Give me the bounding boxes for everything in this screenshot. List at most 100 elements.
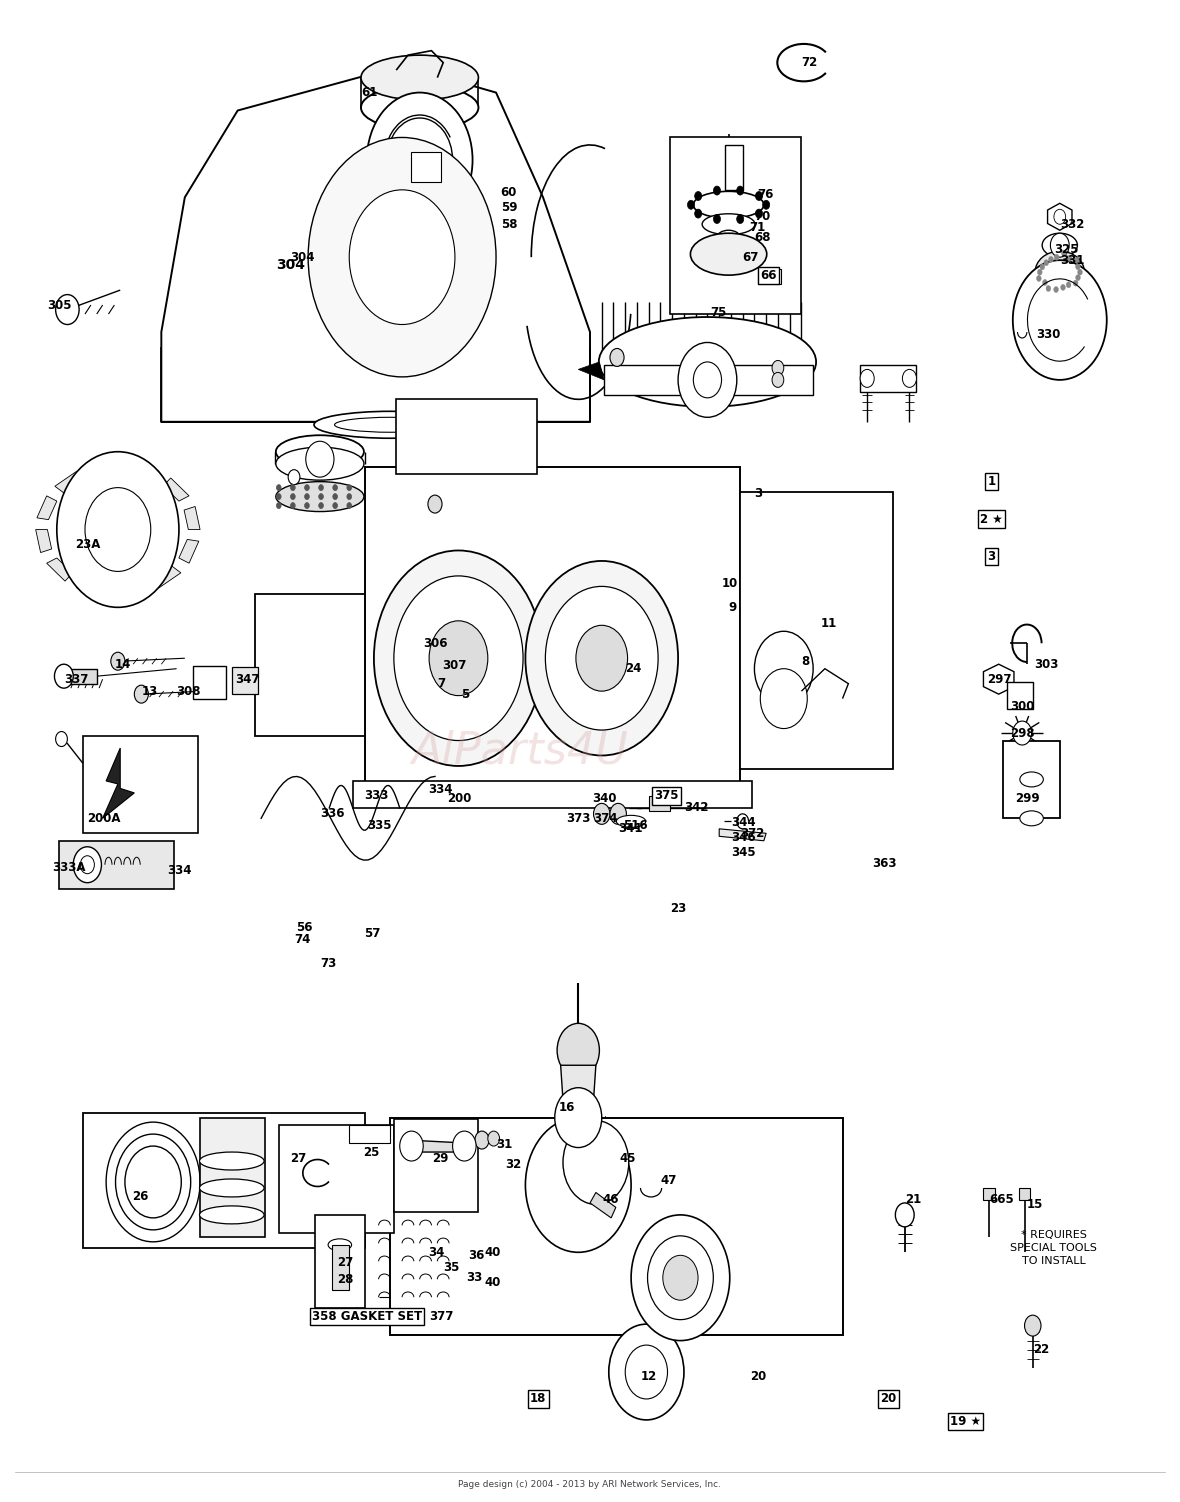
Circle shape	[106, 1122, 201, 1242]
Ellipse shape	[199, 1179, 264, 1197]
Text: 336: 336	[320, 808, 345, 820]
Text: 40: 40	[484, 1245, 500, 1259]
Circle shape	[557, 1023, 599, 1077]
Polygon shape	[47, 557, 73, 581]
Text: 68: 68	[754, 231, 771, 245]
Polygon shape	[578, 362, 604, 380]
Circle shape	[525, 560, 678, 756]
Circle shape	[563, 1120, 629, 1205]
Circle shape	[772, 372, 784, 388]
Circle shape	[428, 496, 442, 514]
Ellipse shape	[1020, 772, 1043, 787]
Text: 46: 46	[603, 1194, 620, 1206]
Text: 373: 373	[566, 813, 591, 825]
Ellipse shape	[335, 418, 446, 433]
Circle shape	[276, 494, 281, 500]
Text: * REQUIRES
SPECIAL TOOLS
TO INSTALL: * REQUIRES SPECIAL TOOLS TO INSTALL	[1010, 1230, 1097, 1266]
Ellipse shape	[616, 816, 645, 828]
Circle shape	[1067, 255, 1071, 261]
Bar	[201, 1117, 264, 1238]
Ellipse shape	[199, 1206, 264, 1224]
Circle shape	[394, 575, 523, 740]
Circle shape	[648, 1236, 714, 1320]
Text: 334: 334	[428, 784, 452, 796]
Text: 377: 377	[430, 1310, 453, 1323]
Text: 2 ★: 2 ★	[981, 512, 1003, 526]
Bar	[83, 1113, 365, 1248]
Circle shape	[116, 1134, 191, 1230]
Text: 340: 340	[592, 793, 617, 805]
Text: 299: 299	[1015, 793, 1040, 805]
Text: 58: 58	[500, 218, 517, 231]
Polygon shape	[37, 496, 57, 520]
Text: 14: 14	[114, 658, 131, 671]
Text: 298: 298	[1010, 727, 1035, 739]
Text: 342: 342	[684, 802, 708, 814]
Text: 22: 22	[1032, 1343, 1049, 1356]
Text: 333: 333	[365, 790, 389, 802]
Circle shape	[762, 200, 769, 209]
Circle shape	[1054, 252, 1058, 257]
Text: 56: 56	[296, 921, 313, 934]
Text: 665: 665	[989, 1194, 1014, 1206]
Circle shape	[755, 192, 762, 200]
Text: 61: 61	[361, 86, 378, 99]
Text: 325: 325	[1054, 243, 1079, 257]
Ellipse shape	[716, 230, 740, 245]
Circle shape	[594, 804, 610, 825]
Bar	[649, 796, 670, 811]
Circle shape	[347, 503, 352, 509]
Bar	[349, 1125, 391, 1143]
Text: 33: 33	[466, 1271, 483, 1284]
Bar	[67, 668, 97, 683]
Ellipse shape	[598, 317, 817, 407]
Polygon shape	[162, 66, 590, 422]
Circle shape	[288, 470, 300, 485]
Text: 23: 23	[670, 901, 686, 915]
Bar	[194, 665, 225, 698]
Circle shape	[1079, 275, 1083, 281]
Text: 23A: 23A	[76, 538, 101, 551]
Circle shape	[347, 494, 352, 500]
Circle shape	[1036, 275, 1041, 281]
Text: 15: 15	[1027, 1199, 1043, 1211]
Circle shape	[387, 119, 453, 201]
Bar	[604, 365, 813, 395]
Circle shape	[695, 192, 702, 200]
Text: 12: 12	[641, 1370, 657, 1383]
Text: 57: 57	[365, 927, 381, 940]
Bar	[278, 1125, 394, 1233]
Bar	[740, 493, 893, 769]
Circle shape	[1012, 721, 1031, 745]
Text: 24: 24	[625, 662, 642, 676]
Polygon shape	[153, 566, 181, 587]
Text: 31: 31	[496, 1139, 512, 1151]
Text: 308: 308	[177, 685, 201, 697]
Circle shape	[73, 847, 101, 883]
Text: 335: 335	[367, 819, 392, 832]
Ellipse shape	[702, 213, 755, 234]
Polygon shape	[184, 506, 201, 530]
Circle shape	[1080, 269, 1084, 275]
Circle shape	[678, 342, 736, 418]
Circle shape	[1071, 278, 1076, 284]
Circle shape	[610, 804, 627, 825]
Circle shape	[760, 668, 807, 728]
Text: 45: 45	[620, 1152, 636, 1164]
Circle shape	[111, 652, 125, 670]
Ellipse shape	[276, 436, 363, 469]
Text: 20: 20	[880, 1392, 897, 1406]
Polygon shape	[1048, 203, 1071, 230]
Bar	[860, 365, 917, 392]
Text: 304: 304	[276, 258, 304, 272]
Text: 375: 375	[654, 790, 678, 802]
Circle shape	[290, 503, 295, 509]
Bar	[637, 781, 706, 808]
Text: 40: 40	[484, 1275, 500, 1289]
Text: Page design (c) 2004 - 2013 by ARI Network Services, Inc.: Page design (c) 2004 - 2013 by ARI Netwo…	[459, 1479, 721, 1488]
Text: 516: 516	[623, 819, 648, 832]
Bar	[670, 138, 801, 314]
Text: 304: 304	[290, 251, 315, 264]
Bar	[255, 593, 367, 736]
Text: 347: 347	[235, 673, 260, 686]
